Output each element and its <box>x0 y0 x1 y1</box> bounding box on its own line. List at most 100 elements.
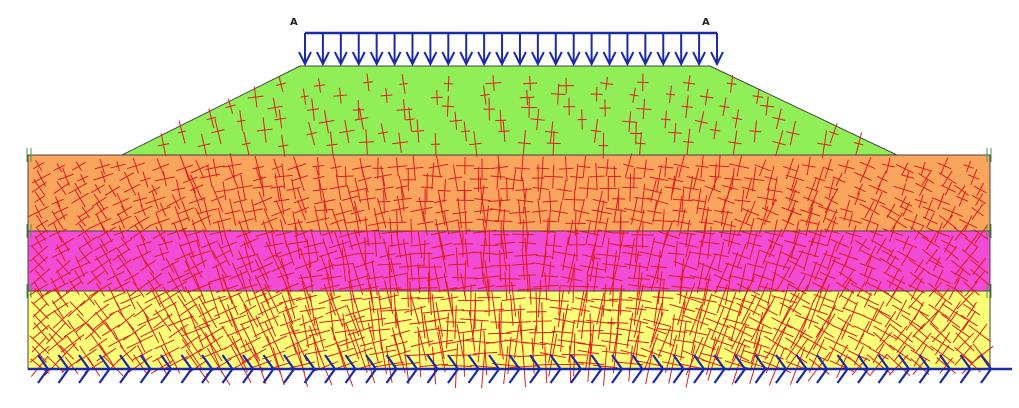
principal-stress-cross-icon <box>79 290 99 307</box>
principal-stress-cross-icon <box>549 286 569 316</box>
principal-stress-cross-icon <box>416 188 434 215</box>
principal-stress-cross-icon <box>237 208 255 234</box>
principal-stress-cross-icon <box>480 85 490 105</box>
principal-stress-cross-icon <box>223 153 242 178</box>
principal-stress-cross-icon <box>411 119 425 143</box>
principal-stress-cross-icon <box>787 249 805 279</box>
principal-stress-cross-icon <box>247 86 264 108</box>
principal-stress-cross-icon <box>672 321 695 361</box>
fixed-support-arrow-icon <box>857 354 870 384</box>
principal-stress-cross-icon <box>914 194 928 209</box>
principal-stress-cross-icon <box>779 292 802 325</box>
principal-stress-cross-icon <box>597 217 613 246</box>
fixed-support-arrow-icon <box>611 354 624 384</box>
principal-stress-cross-icon <box>333 87 348 104</box>
principal-stress-cross-icon <box>669 291 696 326</box>
principal-stress-cross-icon <box>267 97 283 118</box>
principal-stress-cross-icon <box>480 229 499 262</box>
principal-stress-cross-icon <box>771 282 798 316</box>
principal-stress-cross-icon <box>647 201 663 223</box>
principal-stress-cross-icon <box>144 287 167 308</box>
principal-stress-cross-icon <box>304 334 328 370</box>
principal-stress-cross-icon <box>392 132 409 153</box>
principal-stress-cross-icon <box>830 234 850 253</box>
principal-stress-cross-icon <box>870 237 893 255</box>
fixed-support-arrow-icon <box>816 354 829 384</box>
principal-stress-cross-icon <box>338 218 358 251</box>
principal-stress-cross-icon <box>356 237 375 271</box>
principal-stress-cross-icon <box>519 89 535 106</box>
principal-stress-cross-icon <box>946 277 963 300</box>
principal-stress-cross-icon <box>652 209 675 233</box>
principal-stress-cross-icon <box>187 219 206 247</box>
principal-stress-cross-icon <box>286 178 301 200</box>
principal-stress-cross-icon <box>542 209 557 234</box>
principal-stress-cross-icon <box>284 324 312 362</box>
principal-stress-cross-icon <box>445 305 466 339</box>
principal-stress-cross-icon <box>696 194 712 224</box>
side-fixity-mark <box>986 284 992 298</box>
principal-stress-cross-icon <box>119 172 135 182</box>
principal-stress-cross-icon <box>803 191 824 212</box>
principal-stress-cross-icon <box>31 179 47 196</box>
fixed-support-arrow-icon <box>775 354 788 384</box>
principal-stress-cross-icon <box>736 276 761 303</box>
distributed-load-arrow-icon <box>333 33 348 67</box>
principal-stress-cross-icon <box>320 272 340 302</box>
principal-stress-cross-icon <box>653 229 676 259</box>
principal-stress-cross-icon <box>52 309 73 330</box>
principal-stress-cross-icon <box>673 154 690 178</box>
principal-stress-cross-icon <box>587 229 603 262</box>
principal-stress-cross-icon <box>506 310 535 352</box>
principal-stress-cross-icon <box>328 231 349 258</box>
principal-stress-cross-icon <box>200 228 218 261</box>
principal-stress-cross-icon <box>872 331 895 351</box>
principal-stress-cross-icon <box>599 99 611 117</box>
principal-stress-cross-icon <box>329 209 344 235</box>
principal-stress-cross-icon <box>879 255 903 274</box>
principal-stress-cross-icon <box>449 219 471 245</box>
principal-stress-cross-icon <box>215 181 234 201</box>
principal-stress-cross-icon <box>364 230 387 257</box>
principal-stress-cross-icon <box>218 304 247 336</box>
principal-stress-cross-icon <box>474 198 494 224</box>
principal-stress-cross-icon <box>609 229 633 262</box>
fixed-support-arrow-icon <box>160 354 173 384</box>
principal-stress-cross-icon <box>395 175 408 199</box>
principal-stress-cross-icon <box>738 218 762 250</box>
principal-stress-cross-icon <box>278 134 289 157</box>
principal-stress-cross-icon <box>34 191 46 207</box>
principal-stress-cross-icon <box>889 323 914 343</box>
principal-stress-cross-icon <box>287 226 307 259</box>
principal-stress-cross-icon <box>886 275 909 298</box>
principal-stress-cross-icon <box>51 244 71 262</box>
principal-stress-cross-icon <box>129 224 150 241</box>
principal-stress-cross-icon <box>878 310 903 328</box>
principal-stress-cross-icon <box>822 158 834 180</box>
principal-stress-cross-icon <box>797 237 820 271</box>
principal-stress-cross-icon <box>341 304 365 337</box>
distributed-load-arrow-icon <box>548 33 563 67</box>
principal-stress-cross-icon <box>149 212 170 232</box>
distributed-load[interactable] <box>298 31 724 67</box>
principal-stress-cross-icon <box>219 278 242 316</box>
principal-stress-cross-icon <box>34 227 48 241</box>
fixed-support-arrow-icon <box>385 354 398 384</box>
principal-stress-cross-icon <box>499 177 514 200</box>
principal-stress-cross-icon <box>847 333 872 351</box>
principal-stress-cross-icon <box>378 123 389 143</box>
principal-stress-cross-icon <box>373 198 390 228</box>
principal-stress-cross-icon <box>224 198 241 226</box>
load-point-label-right: A <box>702 17 710 28</box>
principal-stress-cross-icon <box>812 313 836 350</box>
principal-stress-cross-icon <box>956 191 969 207</box>
principal-stress-cross-icon <box>741 200 760 224</box>
principal-stress-cross-icon <box>490 302 512 343</box>
principal-stress-cross-icon <box>117 310 136 331</box>
principal-stress-cross-icon <box>29 281 49 298</box>
principal-stress-cross-icon <box>111 212 132 229</box>
principal-stress-cross-icon <box>681 95 693 118</box>
principal-stress-cross-icon <box>158 236 173 251</box>
principal-stress-cross-icon <box>434 210 458 235</box>
principal-stress-cross-icon <box>398 251 424 281</box>
